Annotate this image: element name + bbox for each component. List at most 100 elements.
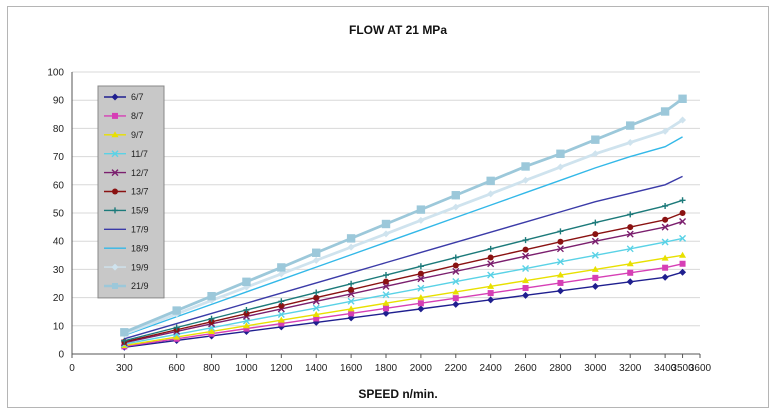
x-tick-label: 0 — [69, 363, 75, 374]
data-point — [172, 306, 181, 315]
data-point — [417, 294, 425, 301]
x-tick-label: 1200 — [270, 363, 293, 374]
data-point — [522, 265, 530, 273]
data-point — [452, 267, 460, 275]
data-point — [627, 224, 634, 231]
data-point — [112, 112, 118, 119]
data-point — [452, 288, 460, 295]
data-point — [626, 260, 634, 267]
data-point — [347, 305, 355, 312]
data-point — [417, 284, 425, 292]
data-point — [452, 254, 459, 261]
data-point — [452, 203, 460, 211]
series-13-7 — [121, 210, 686, 345]
data-point — [452, 262, 459, 269]
legend: 6/7 8/7 9/7 11/7 12/7 13/7 15/9 17/9 18/9 19/9 21/… — [97, 85, 165, 299]
data-point — [487, 245, 494, 252]
data-point — [277, 263, 286, 272]
series-18-9 — [124, 136, 683, 337]
data-point — [243, 325, 250, 332]
data-point — [679, 260, 686, 267]
data-point — [208, 318, 215, 325]
data-point — [662, 216, 669, 223]
data-point — [591, 135, 600, 144]
legend-item: 21/9 — [104, 281, 149, 291]
data-point — [208, 315, 215, 322]
data-point — [417, 216, 425, 224]
data-point — [557, 228, 564, 235]
data-point — [678, 94, 687, 103]
data-point — [662, 264, 669, 271]
legend-label: 8/7 — [131, 111, 144, 121]
x-axis-label: SPEED n/min. — [358, 387, 437, 401]
y-tick-label: 70 — [53, 152, 65, 163]
data-point — [111, 131, 119, 138]
legend-item: 17/9 — [104, 225, 149, 235]
series-line — [124, 271, 683, 348]
data-point — [591, 265, 599, 272]
data-point — [382, 299, 390, 306]
legend-label: 19/9 — [131, 262, 149, 272]
data-point — [173, 333, 181, 340]
series-line — [124, 136, 683, 337]
data-point — [522, 285, 529, 292]
data-point — [661, 273, 669, 281]
legend-label: 12/7 — [131, 168, 149, 178]
x-tick-label: 3600 — [689, 363, 712, 374]
data-point — [556, 245, 564, 253]
x-tick-label: 1600 — [340, 363, 363, 374]
data-point — [383, 272, 389, 279]
data-point — [242, 277, 251, 287]
series-19-9 — [120, 116, 687, 338]
data-point — [487, 254, 494, 261]
legend-item: 18/9 — [104, 243, 149, 253]
data-point — [312, 311, 320, 318]
legend-label: 15/9 — [131, 206, 149, 216]
data-point — [487, 260, 495, 268]
data-point — [626, 121, 635, 130]
data-point — [556, 271, 564, 278]
data-point — [383, 278, 389, 285]
data-point — [347, 243, 355, 251]
data-point — [348, 280, 355, 287]
x-tick-label: 2000 — [410, 363, 433, 374]
data-point — [661, 127, 669, 135]
data-point — [382, 230, 390, 238]
y-tick-label: 30 — [53, 265, 65, 276]
data-point — [312, 256, 320, 264]
y-tick-label: 10 — [53, 321, 65, 332]
data-point — [312, 304, 320, 312]
data-point — [452, 300, 460, 308]
data-point — [557, 238, 564, 245]
data-point — [278, 302, 285, 309]
y-tick-label: 40 — [53, 237, 65, 248]
legend-item: 15/9 — [104, 206, 149, 216]
legend-label: 21/9 — [131, 281, 149, 291]
data-point — [487, 290, 494, 297]
data-point — [112, 207, 118, 214]
legend-item: 12/7 — [104, 168, 149, 178]
data-point — [313, 294, 320, 301]
data-point — [626, 139, 634, 146]
data-point — [522, 291, 530, 299]
data-point — [522, 252, 530, 260]
data-point — [679, 197, 686, 204]
legend-label: 6/7 — [131, 92, 144, 102]
data-point — [278, 320, 285, 327]
series-6-7 — [120, 268, 687, 351]
data-point — [382, 282, 390, 290]
data-point — [661, 223, 669, 231]
data-point — [522, 176, 530, 184]
data-point — [243, 307, 250, 314]
series-line — [124, 175, 683, 340]
data-point — [556, 149, 565, 158]
legend-item: 19/9 — [104, 262, 149, 272]
legend-label: 9/7 — [131, 130, 144, 140]
data-point — [277, 270, 285, 278]
data-point — [592, 274, 599, 281]
data-point — [626, 245, 634, 253]
data-point — [661, 254, 669, 261]
data-point — [591, 150, 599, 158]
